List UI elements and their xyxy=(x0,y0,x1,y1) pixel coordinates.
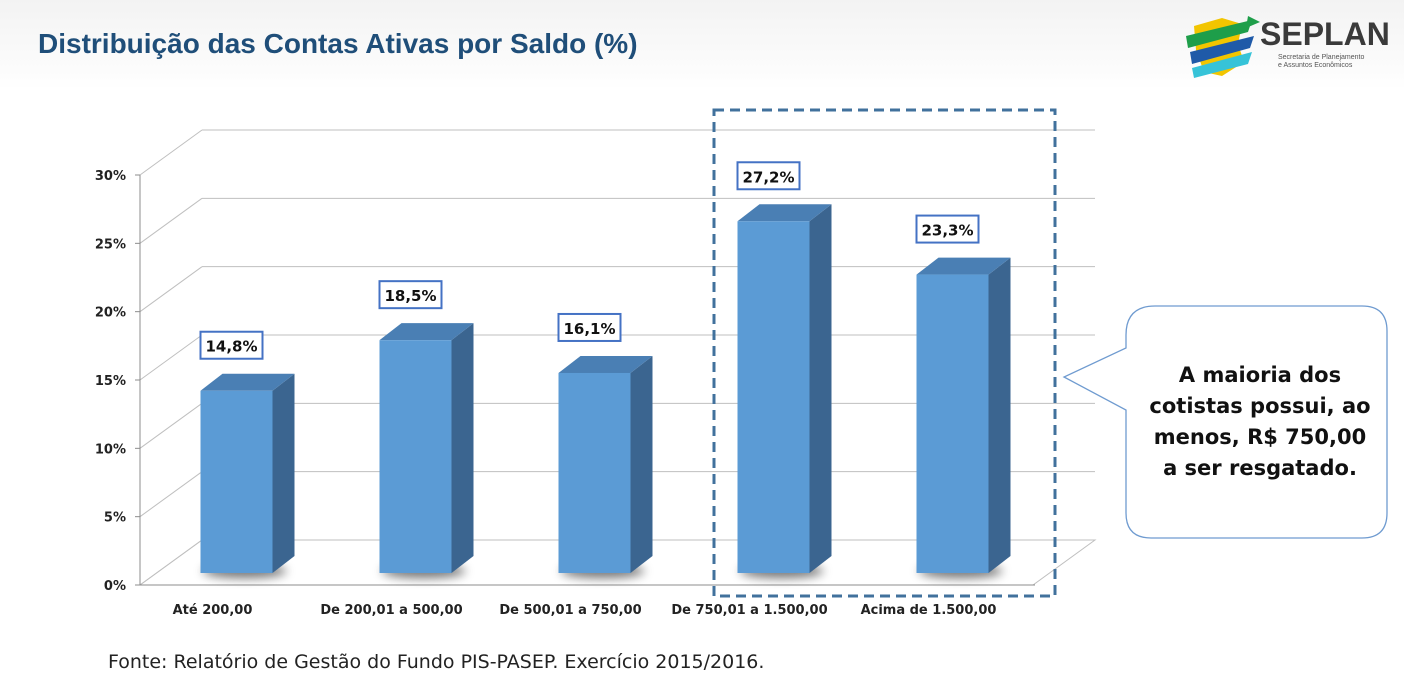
bar-top xyxy=(200,373,295,391)
data-label-box xyxy=(736,161,801,191)
data-label: 27,2% xyxy=(742,168,794,186)
bar-side xyxy=(809,204,832,573)
page-title: Distribuição das Contas Ativas por Saldo… xyxy=(38,28,638,59)
y-tick-label: 10% xyxy=(95,442,126,457)
y-tick-label: 0% xyxy=(104,579,126,594)
callout-text: A maioria dos cotistas possui, ao menos,… xyxy=(1149,363,1371,480)
logo-subtitle-line2: e Assuntos Econômicos xyxy=(1278,62,1353,69)
header-band xyxy=(0,0,1404,90)
callout-bubble xyxy=(1062,305,1388,539)
y-tick-label: 30% xyxy=(95,169,126,184)
bar-top xyxy=(737,204,832,222)
bar-top xyxy=(558,355,653,373)
logo-subtitle-line1: Secretaria de Planejamento xyxy=(1278,54,1365,61)
data-label-box xyxy=(199,330,264,360)
bar xyxy=(737,221,810,573)
seplan-logo: SEPLAN Secretaria de Planejamento e Assu… xyxy=(1182,14,1392,84)
data-label: 23,3% xyxy=(921,222,973,240)
x-tick-label: Acima de 1.500,00 xyxy=(861,603,997,618)
data-label: 14,8% xyxy=(205,338,257,356)
x-tick-label: De 200,01 a 500,00 xyxy=(320,603,462,618)
y-tick-label: 20% xyxy=(95,306,126,321)
bar-side xyxy=(630,355,653,573)
bar-side xyxy=(988,257,1011,573)
gridline-side xyxy=(139,129,203,176)
bar-side xyxy=(272,373,295,573)
bar-top xyxy=(916,257,1011,275)
y-tick-label: 5% xyxy=(104,511,126,526)
data-label-box xyxy=(915,214,980,244)
data-label: 18,5% xyxy=(384,287,436,305)
bar xyxy=(558,372,631,573)
highlight-box xyxy=(712,108,1057,598)
source-note: Fonte: Relatório de Gestão do Fundo PIS-… xyxy=(108,651,765,673)
bar-top xyxy=(379,323,474,341)
data-label-box xyxy=(378,280,443,310)
gridline-side xyxy=(139,334,203,381)
data-label-box xyxy=(557,312,622,342)
data-label: 16,1% xyxy=(563,320,615,338)
gridline-side xyxy=(139,197,203,244)
logo-mark-icon xyxy=(1186,16,1260,78)
logo-subtitle: Secretaria de Planejamento e Assuntos Ec… xyxy=(1278,54,1388,70)
gridline-side xyxy=(139,471,203,518)
logo-wordmark: SEPLAN xyxy=(1260,16,1390,52)
gridline-side xyxy=(139,266,203,313)
x-tick-label: De 500,01 a 750,00 xyxy=(499,603,641,618)
x-tick-label: Até 200,00 xyxy=(173,603,253,618)
bar xyxy=(200,390,273,573)
x-tick-label: De 750,01 a 1.500,00 xyxy=(671,603,827,618)
gridline-side xyxy=(139,402,203,449)
bar xyxy=(379,340,452,573)
y-tick-label: 25% xyxy=(95,237,126,252)
y-tick-label: 15% xyxy=(95,374,126,389)
bar xyxy=(916,274,989,573)
bar-side xyxy=(451,323,474,573)
